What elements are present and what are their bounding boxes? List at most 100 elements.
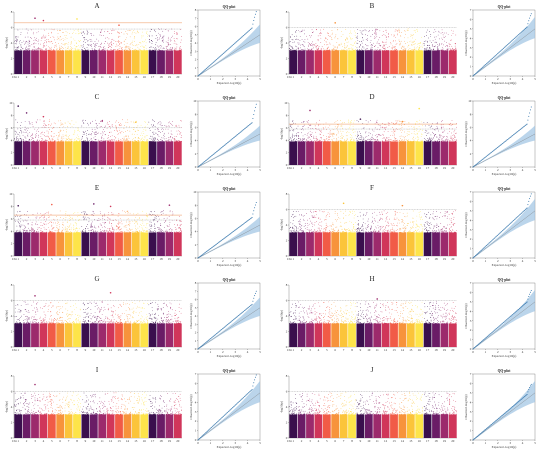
snp-point	[51, 232, 53, 233]
snp-point	[154, 224, 156, 226]
snp-point	[128, 46, 130, 48]
qq-point	[529, 112, 531, 114]
snp-point	[56, 48, 58, 50]
snp-point	[307, 141, 309, 142]
snp-point	[391, 139, 392, 141]
snp-point	[58, 30, 60, 31]
qq-point	[502, 47, 504, 49]
qq-point	[225, 236, 227, 238]
snp-point	[301, 39, 303, 40]
snp-point	[90, 134, 92, 136]
snp-point	[419, 43, 421, 44]
snp-point	[442, 140, 444, 142]
snp-point	[57, 232, 59, 233]
snp-point	[358, 121, 359, 123]
snp-point	[78, 49, 80, 50]
chromosome-band	[440, 50, 449, 74]
snp-point	[299, 36, 301, 37]
snp-point	[45, 36, 47, 38]
snp-point	[391, 48, 393, 50]
qq-point	[493, 149, 495, 151]
snp-point	[319, 129, 320, 131]
snp-point	[168, 216, 170, 217]
snp-point	[351, 138, 353, 140]
snp-point	[326, 136, 327, 137]
snp-point	[401, 126, 403, 128]
snp-point	[454, 49, 455, 50]
snp-point	[394, 133, 395, 135]
snp-point	[307, 44, 309, 46]
snp-point	[25, 227, 27, 229]
snp-point	[90, 138, 92, 140]
qq-x-tick-label: 4	[522, 77, 524, 81]
snp-point	[129, 232, 131, 233]
snp-point	[75, 46, 77, 48]
snp-point	[102, 141, 103, 142]
snp-point	[301, 139, 303, 141]
qq-point	[207, 158, 209, 160]
snp-point	[315, 140, 316, 142]
qq-point	[204, 160, 206, 162]
snp-point	[150, 228, 152, 229]
snp-point	[371, 136, 373, 138]
snp-point	[351, 135, 352, 137]
snp-point	[43, 44, 44, 46]
snp-point	[65, 217, 67, 218]
snp-point	[110, 140, 111, 141]
snp-point	[453, 48, 454, 50]
qq-y-tick-label: 8	[195, 8, 197, 12]
snp-point	[98, 231, 100, 233]
snp-point	[301, 49, 302, 50]
chromosome-tick-label: 10	[92, 166, 96, 170]
qq-point	[226, 235, 228, 237]
snp-point	[98, 225, 99, 227]
snp-point	[60, 45, 62, 47]
snp-point	[60, 124, 62, 126]
snp-point	[341, 141, 342, 142]
snp-point	[395, 48, 397, 50]
snp-point	[107, 47, 109, 48]
snp-point	[37, 139, 39, 141]
manhattan-y-label: -log10(p)	[5, 128, 9, 140]
snp-point	[119, 227, 120, 228]
snp-point	[416, 132, 418, 134]
snp-point	[62, 225, 64, 226]
snp-point	[98, 226, 100, 228]
snp-point	[429, 127, 431, 129]
snp-point	[116, 120, 117, 122]
snp-point	[77, 138, 79, 140]
snp-point	[362, 137, 364, 139]
chromosome-11: 11	[373, 119, 382, 170]
snp-point	[320, 130, 322, 131]
snp-point	[388, 139, 389, 140]
snp-point	[107, 42, 108, 44]
snp-point	[114, 136, 115, 137]
snp-point	[31, 221, 33, 223]
qq-y-tick-label: 3	[195, 49, 197, 53]
snp-point	[449, 48, 451, 50]
snp-point	[95, 123, 97, 124]
snp-point	[50, 139, 51, 141]
snp-point	[115, 225, 117, 226]
qq-point	[526, 123, 528, 125]
snp-point	[456, 126, 457, 128]
chromosome-18: 18	[156, 28, 165, 79]
snp-point	[346, 137, 348, 139]
snp-point	[48, 211, 50, 213]
snp-point	[396, 50, 398, 51]
qq-point	[205, 67, 207, 69]
snp-point	[386, 137, 387, 138]
qq-y-label: Observed -log10(p)	[189, 121, 193, 146]
snp-point	[417, 141, 419, 142]
snp-point	[374, 48, 376, 50]
snp-point	[88, 134, 89, 135]
snp-point	[45, 125, 47, 126]
snp-point	[17, 47, 19, 49]
qq-point	[219, 55, 221, 57]
snp-point	[87, 49, 89, 51]
snp-point	[95, 230, 97, 232]
snp-point	[341, 123, 343, 124]
snp-point	[177, 32, 178, 34]
peak-point	[42, 19, 45, 22]
